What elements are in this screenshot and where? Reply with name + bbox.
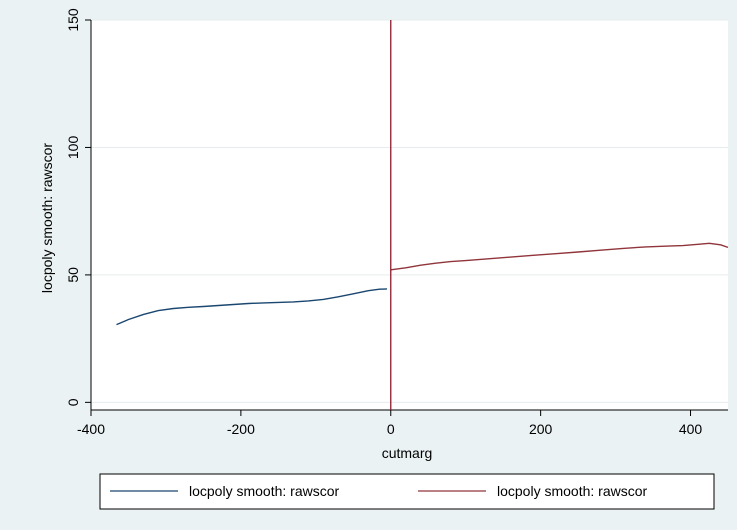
series-line-1 — [116, 288, 388, 326]
y-tick-label: 100 — [65, 136, 81, 160]
legend-box — [99, 473, 715, 510]
axes — [90, 20, 728, 411]
legend-label-series-2: locpoly smooth: rawscor — [497, 483, 648, 499]
x-tick-label: -200 — [227, 421, 255, 437]
y-axis-ticks: 0 50 100 150 — [65, 8, 91, 406]
x-tick-label: 400 — [679, 421, 703, 437]
x-axis-ticks: -400 -200 0 200 400 — [77, 410, 702, 437]
series-line-2 — [390, 242, 729, 271]
y-tick-label: 50 — [65, 267, 81, 283]
legend: locpoly smooth: rawscor locpoly smooth: … — [99, 473, 715, 510]
x-tick-label: 0 — [387, 421, 395, 437]
plot-background — [91, 20, 728, 410]
x-tick-label: 200 — [529, 421, 553, 437]
legend-label-series-1: locpoly smooth: rawscor — [189, 483, 340, 499]
series-layer — [116, 242, 729, 326]
y-axis-title: locpoly smooth: rawscor — [39, 143, 55, 294]
x-axis-title: cutmarg — [382, 445, 433, 461]
x-tick-label: -400 — [77, 421, 105, 437]
y-tick-label: 0 — [65, 398, 81, 406]
y-tick-label: 150 — [65, 8, 81, 32]
gridlines — [91, 19, 728, 403]
